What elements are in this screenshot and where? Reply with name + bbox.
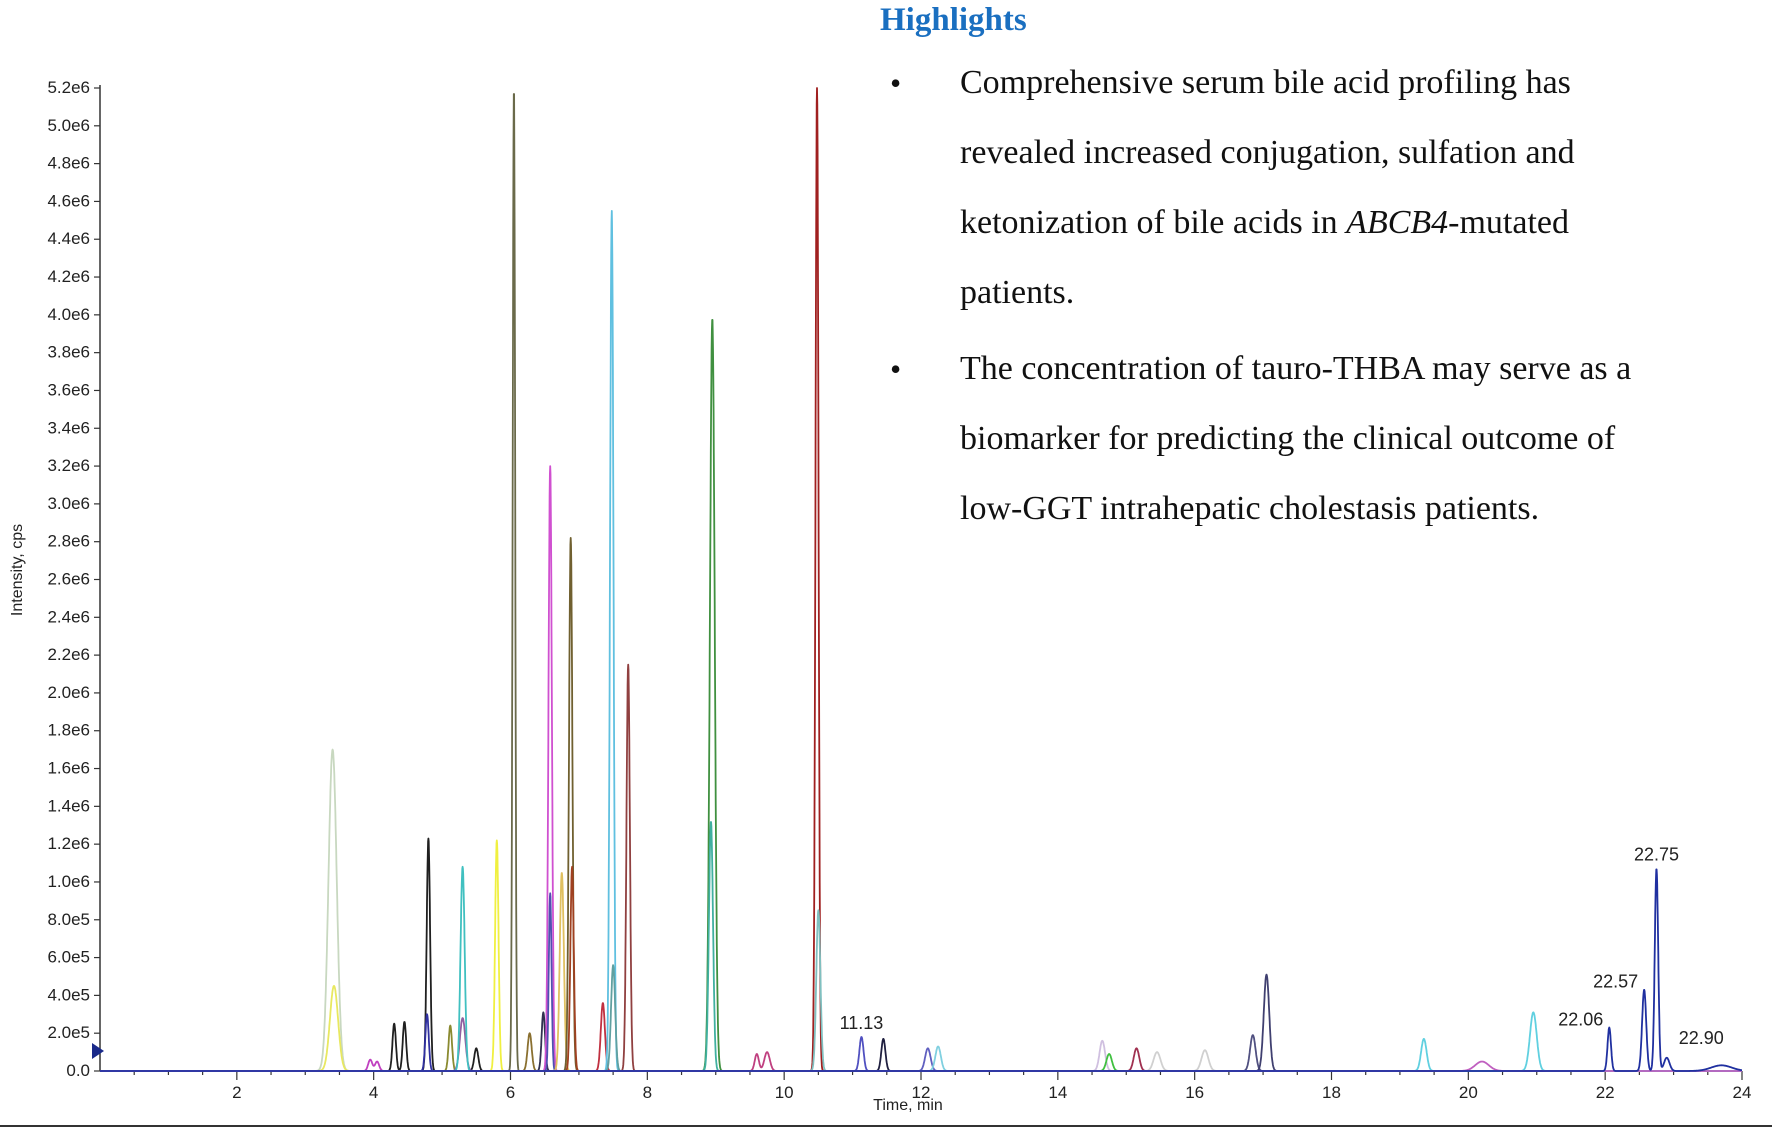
trace-line bbox=[99, 892, 1743, 1072]
y-tick-label: 4.0e5 bbox=[47, 985, 90, 1004]
y-tick-label: 4.4e6 bbox=[47, 229, 90, 248]
bullet-icon: • bbox=[890, 65, 902, 101]
peak-label: 22.57 bbox=[1593, 972, 1638, 992]
y-tick-label: 4.2e6 bbox=[47, 267, 90, 286]
highlight-text-1: Comprehensive serum bile acid profiling … bbox=[960, 48, 1680, 328]
trace-line bbox=[99, 1047, 1743, 1072]
bullet-icon: • bbox=[890, 351, 902, 387]
trace-line bbox=[99, 985, 1743, 1072]
peak-label: 22.90 bbox=[1679, 1028, 1724, 1048]
y-tick-label: 2.0e5 bbox=[47, 1023, 90, 1042]
y-tick-label: 1.4e6 bbox=[47, 796, 90, 815]
x-tick-label: 10 bbox=[775, 1083, 794, 1102]
x-tick-label: 6 bbox=[506, 1083, 515, 1102]
x-tick-label: 4 bbox=[369, 1083, 378, 1102]
y-tick-label: 3.8e6 bbox=[47, 343, 90, 362]
y-tick-label: 5.0e6 bbox=[47, 116, 90, 135]
y-tick-label: 1.8e6 bbox=[47, 721, 90, 740]
y-tick-label: 2.6e6 bbox=[47, 570, 90, 589]
y-tick-label: 3.0e6 bbox=[47, 494, 90, 513]
trace-line bbox=[99, 663, 1743, 1072]
y-tick-label: 2.2e6 bbox=[47, 645, 90, 664]
y-axis-title: Intensity, cps bbox=[9, 524, 26, 616]
x-tick-label: 14 bbox=[1048, 1083, 1067, 1102]
chart-traces bbox=[99, 87, 1743, 1072]
x-tick-label: 2 bbox=[232, 1083, 241, 1102]
trace-line bbox=[99, 1024, 1743, 1072]
peak-label: 22.75 bbox=[1634, 845, 1679, 865]
x-tick-label: 24 bbox=[1733, 1083, 1752, 1102]
chart-peak-labels: 11.13 22.06 22.57 22.75 22.90 bbox=[840, 845, 1724, 1048]
trace-line bbox=[99, 872, 1743, 1072]
trace-line bbox=[99, 1013, 1743, 1072]
highlights-title: Highlights bbox=[880, 2, 1027, 38]
y-tick-label: 3.4e6 bbox=[47, 418, 90, 437]
x-axis-title: Time, min bbox=[873, 1097, 943, 1114]
trace-line bbox=[99, 868, 1743, 1072]
x-tick-label: 16 bbox=[1185, 1083, 1204, 1102]
x-tick-label: 18 bbox=[1322, 1083, 1341, 1102]
y-tick-label: 4.0e6 bbox=[47, 305, 90, 324]
trace-line bbox=[99, 1051, 1743, 1072]
highlight-item-1: • Comprehensive serum bile acid profilin… bbox=[880, 48, 1760, 328]
trace-line bbox=[99, 973, 1743, 1072]
y-tick-label: 3.2e6 bbox=[47, 456, 90, 475]
trace-line bbox=[99, 1011, 1743, 1072]
highlight-text-1-tail: -mutated patients. bbox=[960, 204, 1569, 311]
peak-label: 22.06 bbox=[1558, 1010, 1603, 1030]
trace-line bbox=[99, 1034, 1743, 1072]
trace-line bbox=[99, 865, 1743, 1072]
y-tick-label: 8.0e5 bbox=[47, 910, 90, 929]
trace-line bbox=[99, 1002, 1743, 1072]
trace-line bbox=[99, 1032, 1743, 1072]
trace-line bbox=[99, 964, 1743, 1072]
highlight-text-1-gene: ABCB4 bbox=[1346, 204, 1449, 241]
y-tick-label: 1.6e6 bbox=[47, 759, 90, 778]
x-tick-label: 12 bbox=[912, 1083, 931, 1102]
y-tick-label: 0.0 bbox=[66, 1061, 90, 1080]
trace-line bbox=[99, 1049, 1743, 1072]
highlights-panel: Highlights • Comprehensive serum bile ac… bbox=[880, 0, 1760, 550]
x-tick-label: 20 bbox=[1459, 1083, 1478, 1102]
y-tick-label: 1.2e6 bbox=[47, 834, 90, 853]
y-tick-label: 6.0e5 bbox=[47, 948, 90, 967]
trace-line bbox=[99, 1036, 1743, 1072]
trace-line bbox=[99, 839, 1743, 1072]
trace-line bbox=[99, 537, 1743, 1072]
chart-axes: 0.0 2.0e5 4.0e5 6.0e5 8.0e5 1.0e6 1.2e6 1.4e6 1.… bbox=[0, 78, 1772, 1127]
trace-line bbox=[99, 909, 1743, 1072]
y-tick-label: 4.8e6 bbox=[47, 154, 90, 173]
y-tick-label: 2.8e6 bbox=[47, 532, 90, 551]
trace-line bbox=[99, 748, 1743, 1072]
trace-line bbox=[99, 837, 1743, 1072]
y-tick-label: 5.2e6 bbox=[47, 78, 90, 97]
y-tick-label: 1.0e6 bbox=[47, 872, 90, 891]
y-tick-label: 2.0e6 bbox=[47, 683, 90, 702]
peak-label: 11.13 bbox=[840, 1013, 884, 1033]
trace-line bbox=[99, 821, 1743, 1072]
y-tick-label: 2.4e6 bbox=[47, 607, 90, 626]
y-tick-label: 3.6e6 bbox=[47, 380, 90, 399]
trace-line bbox=[99, 465, 1743, 1072]
highlight-text-2: The concentration of tauro-THBA may serv… bbox=[960, 350, 1632, 527]
trace-line bbox=[99, 1011, 1743, 1072]
trace-line bbox=[99, 1047, 1743, 1072]
x-tick-label: 22 bbox=[1596, 1083, 1615, 1102]
highlight-text-1-main: Comprehensive serum bile acid profiling … bbox=[960, 64, 1575, 241]
axis-marker-icon bbox=[92, 1043, 104, 1059]
trace-line bbox=[99, 1045, 1743, 1072]
y-tick-label: 4.6e6 bbox=[47, 191, 90, 210]
trace-line bbox=[99, 865, 1743, 1072]
trace-line bbox=[99, 1039, 1743, 1072]
trace-line bbox=[99, 1017, 1743, 1072]
highlight-item-2: • The concentration of tauro-THBA may se… bbox=[880, 334, 1760, 544]
x-tick-label: 8 bbox=[643, 1083, 652, 1102]
trace-line bbox=[99, 1038, 1743, 1072]
